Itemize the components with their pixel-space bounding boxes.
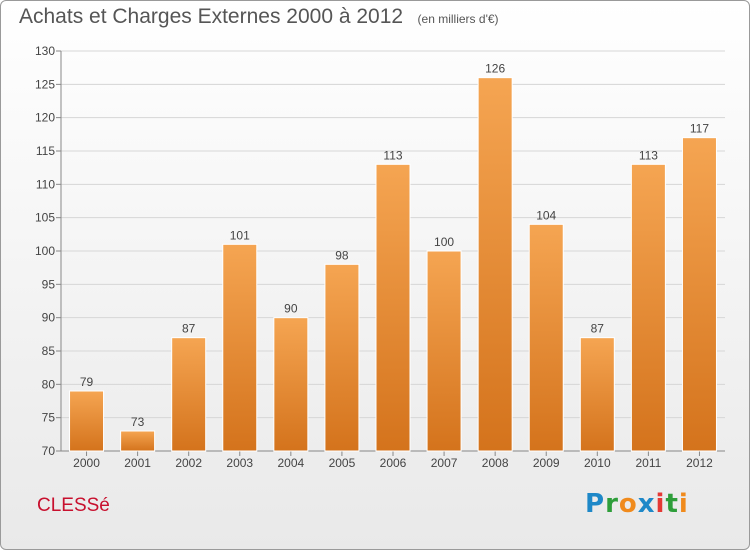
place-name: CLESSé	[37, 495, 110, 516]
proxiti-logo[interactable]: Proxiti	[585, 489, 689, 519]
y-tick-label: 105	[35, 211, 55, 225]
x-tick-label: 2009	[533, 456, 560, 470]
bar	[69, 390, 105, 452]
x-tick-label: 2003	[226, 456, 253, 470]
data-label: 100	[434, 235, 454, 249]
x-tick-label: 2010	[584, 456, 611, 470]
chart-title: Achats et Charges Externes 2000 à 2012	[19, 5, 404, 28]
y-tick-label: 115	[36, 144, 55, 158]
y-tick-label: 125	[35, 77, 55, 91]
data-label: 126	[485, 62, 505, 76]
bar	[120, 430, 156, 452]
bar	[375, 163, 411, 452]
x-tick-label: 2011	[635, 456, 661, 470]
bar	[273, 317, 309, 452]
data-label: 113	[383, 148, 402, 162]
data-label: 104	[536, 208, 556, 222]
y-tick-label: 70	[42, 444, 56, 458]
bar	[477, 77, 513, 452]
y-tick-label: 80	[42, 377, 56, 391]
x-tick-label: 2007	[431, 456, 458, 470]
x-tick-label: 2008	[482, 456, 509, 470]
data-label: 73	[131, 415, 145, 429]
chart-unit: (en milliers d'€)	[417, 12, 499, 26]
bar	[426, 250, 462, 452]
bar	[579, 337, 615, 452]
x-tick-label: 2012	[686, 456, 713, 470]
y-tick-label: 95	[42, 277, 56, 291]
data-labels: 79 73 87 101 90 98 113 100 126 104 87 113 117	[80, 62, 709, 429]
y-tick-label: 100	[35, 244, 55, 258]
axes: 70 75 80 85 90 95 100 105 110 115 120 125 130 2000 200…	[35, 44, 725, 470]
y-tick-label: 85	[42, 344, 56, 358]
logo-letter: t	[665, 489, 679, 519]
data-label: 98	[335, 248, 349, 262]
logo-letter: P	[585, 489, 606, 519]
y-tick-label: 120	[35, 111, 55, 125]
x-tick-label: 2005	[329, 456, 356, 470]
data-label: 101	[230, 228, 250, 242]
data-label: 79	[80, 375, 94, 389]
bar	[528, 223, 564, 452]
logo-letter: o	[618, 489, 638, 519]
bar	[630, 163, 666, 452]
data-label: 87	[182, 322, 196, 336]
y-tick-label: 110	[36, 177, 55, 191]
data-label: 87	[591, 322, 605, 336]
data-label: 90	[284, 302, 298, 316]
x-tick-label: 2001	[124, 456, 151, 470]
data-label: 113	[639, 148, 658, 162]
x-tick-label: 2006	[380, 456, 407, 470]
logo-letter: i	[678, 489, 689, 519]
x-tick-label: 2000	[73, 456, 100, 470]
y-tick-label: 130	[35, 44, 55, 58]
bars	[69, 77, 717, 452]
data-label: 117	[690, 122, 709, 136]
logo-letter: i	[655, 489, 666, 519]
bar	[324, 263, 360, 452]
x-tick-label: 2002	[175, 456, 202, 470]
bar	[222, 243, 258, 452]
logo-letter: x	[637, 489, 656, 519]
x-tick-label: 2004	[277, 456, 304, 470]
y-tick-label: 75	[42, 411, 56, 425]
logo-letter: r	[605, 489, 619, 519]
bar	[171, 337, 207, 452]
title-row: Achats et Charges Externes 2000 à 2012 (…	[19, 5, 499, 29]
y-tick-label: 90	[42, 311, 56, 325]
bar	[681, 137, 717, 452]
